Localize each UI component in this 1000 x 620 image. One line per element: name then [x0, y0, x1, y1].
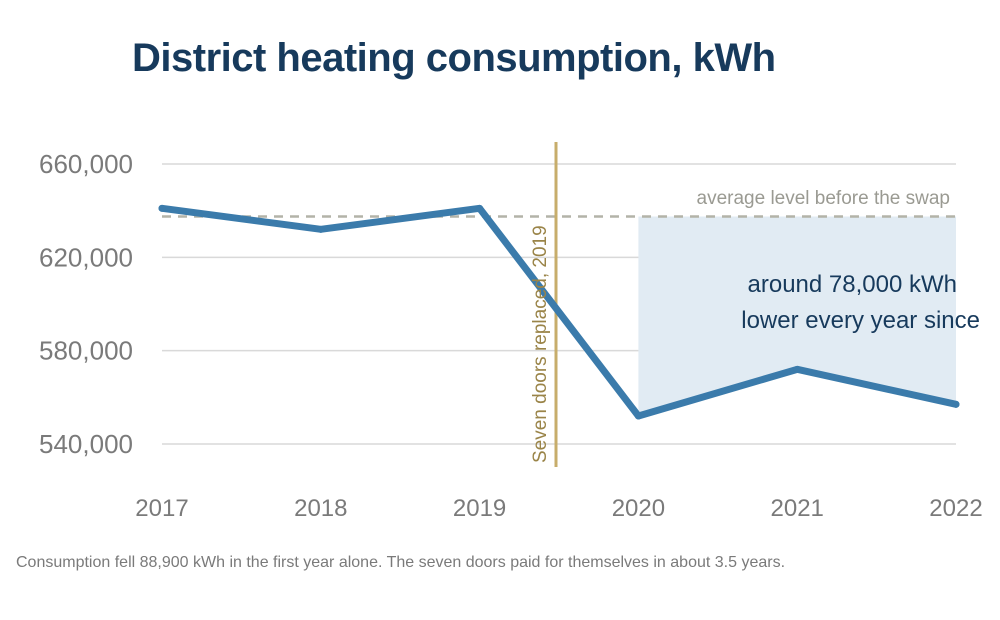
- series: [158, 204, 960, 420]
- shaded-region: [638, 216, 956, 416]
- annotations: average level before the swap Seven doors…: [530, 188, 980, 463]
- shaded-region-label-line2: lower every year since: [741, 307, 980, 334]
- shaded-region-label-line1: around 78,000 kWh: [748, 271, 957, 298]
- y-tick-label: 580,000: [39, 336, 133, 366]
- reference-line-label: average level before the swap: [697, 188, 951, 209]
- x-tick-label: 2019: [453, 495, 506, 522]
- data-point: [158, 204, 166, 212]
- y-tick-label: 620,000: [39, 242, 133, 272]
- data-point: [634, 412, 642, 420]
- y-tick-label: 660,000: [39, 149, 133, 179]
- x-tick-label: 2017: [135, 495, 188, 522]
- series-line: [158, 204, 960, 420]
- y-axis-ticks: 540,000 580,000 620,000 660,000: [39, 149, 133, 459]
- x-tick-label: 2018: [294, 495, 347, 522]
- chart-title: District heating consumption, kWh: [132, 36, 776, 80]
- data-point: [317, 225, 325, 233]
- x-tick-label: 2021: [771, 495, 824, 522]
- data-point: [793, 365, 801, 373]
- event-marker-label: Seven doors replaced, 2019: [530, 225, 551, 463]
- chart-note: Consumption fell 88,900 kWh in the first…: [16, 554, 786, 571]
- x-tick-label: 2022: [929, 495, 982, 522]
- data-point: [476, 204, 484, 212]
- shaded-area: [638, 216, 956, 416]
- data-point: [952, 400, 960, 408]
- x-tick-label: 2020: [612, 495, 665, 522]
- x-axis-ticks: 2017 2018 2019 2020 2021 2022: [135, 495, 982, 522]
- y-tick-label: 540,000: [39, 429, 133, 459]
